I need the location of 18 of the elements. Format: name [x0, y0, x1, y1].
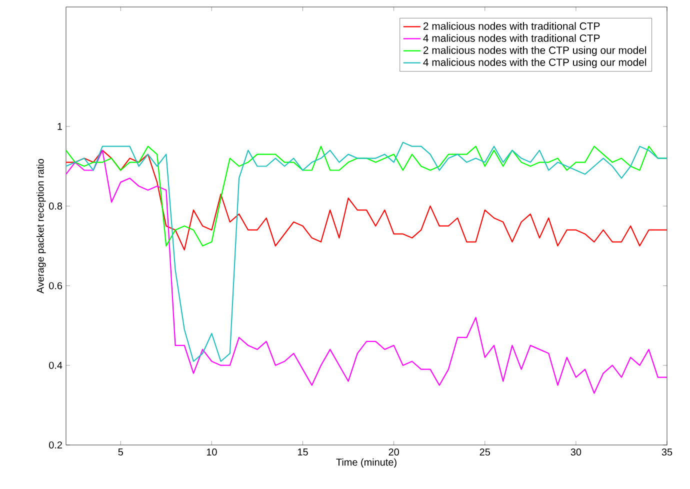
- x-tick-label: 30: [570, 448, 582, 456]
- legend-label: 4 malicious nodes with the CTP using our model: [423, 58, 646, 68]
- y-axis-title: Average packet reception ratio: [36, 158, 46, 294]
- y-tick-label: 1: [58, 123, 62, 130]
- y-tick-label: 0.8: [49, 202, 62, 210]
- x-tick-label: 10: [206, 448, 217, 456]
- legend-label: 2 malicious nodes with the CTP using our model: [423, 46, 646, 56]
- x-tick-label: 25: [480, 448, 490, 456]
- x-tick-label: 35: [662, 448, 672, 456]
- x-axis-title: Time (minute): [336, 458, 396, 468]
- y-tick-label: 0.6: [49, 282, 62, 290]
- legend-label: 4 malicious nodes with traditional CTP: [423, 34, 600, 42]
- y-tick-label: 0.2: [49, 441, 62, 449]
- legend-label: 2 malicious nodes with traditional CTP: [423, 22, 600, 30]
- y-tick-label: 0.4: [49, 362, 62, 369]
- x-tick-label: 5: [118, 448, 123, 456]
- x-tick-label: 15: [298, 448, 308, 456]
- x-tick-label: 20: [388, 448, 399, 456]
